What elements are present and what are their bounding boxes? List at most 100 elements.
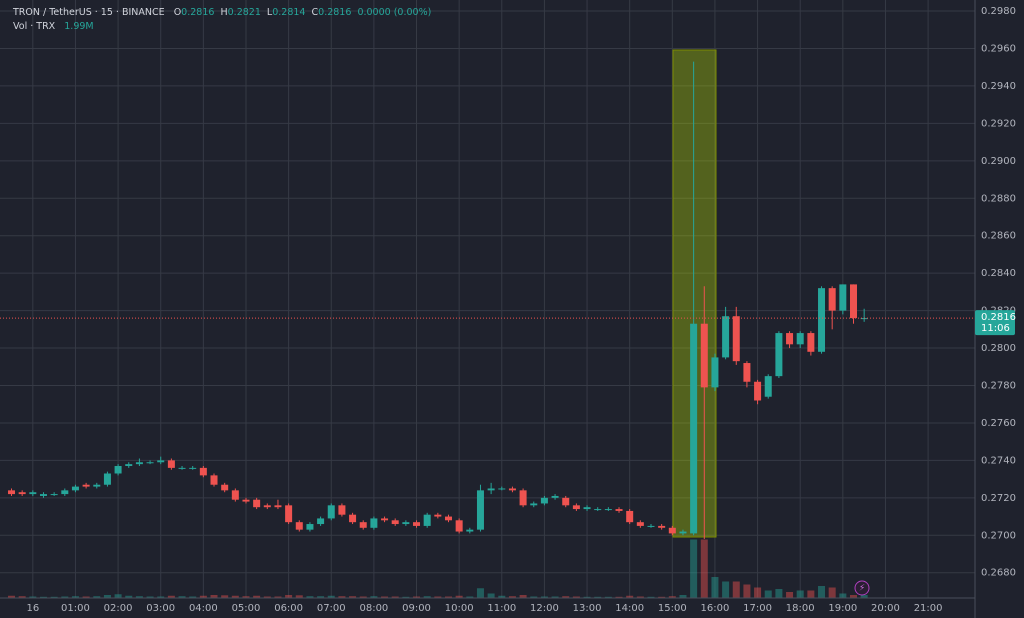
- volume-bar: [231, 595, 239, 598]
- candle-body: [327, 505, 335, 519]
- volume-bar: [327, 595, 335, 598]
- candle-body: [796, 333, 804, 345]
- volume-bar: [455, 595, 463, 598]
- candle-body: [242, 499, 250, 502]
- y-tick-label: 0.2880: [981, 193, 1016, 204]
- volume-bar: [764, 590, 772, 598]
- candle-body: [114, 466, 122, 474]
- candle-body: [828, 288, 836, 311]
- candle-body: [189, 467, 197, 469]
- x-tick-label: 08:00: [359, 603, 388, 614]
- candle-body: [167, 460, 175, 468]
- volume-bar: [29, 596, 37, 598]
- candle-body: [423, 514, 431, 526]
- candle-body: [636, 522, 644, 526]
- candle-body: [413, 522, 421, 526]
- candle-body: [626, 510, 634, 523]
- candle-body: [807, 333, 815, 352]
- alert-icon-glyph: ⚡: [859, 584, 865, 594]
- volume-bar: [839, 593, 847, 598]
- candle-body: [221, 484, 229, 491]
- candle-body: [434, 514, 442, 517]
- x-tick-label: 10:00: [445, 603, 474, 614]
- volume-bar: [221, 595, 229, 598]
- x-tick-label: 01:00: [61, 603, 90, 614]
- volume-bar: [743, 584, 751, 598]
- low-value: 0.2814: [272, 7, 306, 18]
- candle-body: [711, 357, 719, 388]
- volume-bar: [668, 596, 676, 598]
- y-tick-label: 0.2960: [981, 43, 1016, 54]
- candle-body: [93, 484, 101, 487]
- candle-body: [540, 497, 548, 504]
- candle-body: [253, 499, 261, 508]
- change-value: 0.0000 (0.00%): [357, 7, 432, 18]
- volume-bar: [444, 596, 452, 598]
- l-label: L: [266, 7, 273, 18]
- y-tick-label: 0.2940: [981, 81, 1016, 92]
- volume-bar: [103, 595, 111, 598]
- volume-bar: [562, 596, 570, 598]
- x-tick-label: 19:00: [828, 603, 857, 614]
- o-label: O: [173, 7, 182, 18]
- candle-body: [444, 516, 452, 521]
- volume-bar: [786, 592, 794, 598]
- candle-body: [849, 284, 857, 319]
- candle-body: [722, 316, 730, 358]
- plot: [0, 61, 975, 598]
- candle-body: [476, 490, 484, 530]
- volume-bar: [818, 586, 826, 598]
- candle-body: [146, 462, 154, 464]
- volume-bar: [647, 596, 655, 598]
- candle-body: [61, 490, 69, 495]
- x-tick-label: 21:00: [914, 603, 943, 614]
- candle-body: [775, 333, 783, 377]
- volume-bar: [849, 595, 857, 598]
- candle-body: [71, 486, 79, 491]
- volume-bar: [775, 589, 783, 598]
- candle-body: [317, 518, 325, 525]
- y-tick-label: 0.2680: [981, 568, 1016, 579]
- x-tick-label: 05:00: [232, 603, 261, 614]
- volume-bar: [61, 596, 69, 598]
- x-tick-label: 14:00: [615, 603, 644, 614]
- volume-bar: [530, 596, 538, 598]
- legend: TRON / TetherUS · 15 · BINANCE O0.2816 H…: [13, 6, 431, 34]
- volume-bar: [487, 593, 495, 598]
- candle-body: [381, 518, 389, 521]
- candle-body: [508, 488, 516, 491]
- volume-bar: [306, 596, 314, 598]
- candle-body: [466, 529, 474, 532]
- volume-bar: [93, 596, 101, 598]
- candle-body: [18, 492, 26, 495]
- volume-bar: [135, 596, 143, 598]
- x-tick-label: 07:00: [317, 603, 346, 614]
- volume-bar: [317, 596, 325, 598]
- candle-body: [199, 467, 207, 476]
- x-tick-label: 02:00: [104, 603, 133, 614]
- x-tick-label: 06:00: [274, 603, 303, 614]
- y-tick-label: 0.2760: [981, 418, 1016, 429]
- candle-body: [263, 505, 271, 508]
- candle-body: [743, 363, 751, 382]
- x-tick-label: 11:00: [487, 603, 516, 614]
- candle-body: [690, 323, 698, 534]
- volume-bar: [82, 596, 90, 598]
- candle-body: [604, 509, 612, 511]
- candle-body: [658, 525, 666, 528]
- volume-bar: [626, 595, 634, 598]
- alert-icon[interactable]: [854, 580, 870, 596]
- candle-body: [498, 488, 506, 490]
- candle-body: [583, 507, 591, 510]
- candle-body: [455, 520, 463, 532]
- axes: 0.2680 0.2700 0.2720 0.2740 0.2760 0.2780 0.28…: [26, 6, 1016, 614]
- y-tick-label: 0.2980: [981, 6, 1016, 17]
- volume-bar: [711, 577, 719, 598]
- x-tick-label: 16: [26, 603, 39, 614]
- candle-body: [125, 464, 133, 467]
- volume-bar: [860, 595, 868, 598]
- volume-bar: [18, 596, 26, 598]
- volume-bar: [338, 596, 346, 598]
- candle-body: [764, 376, 772, 397]
- volume-row: Vol · TRX 1.99M: [13, 20, 431, 34]
